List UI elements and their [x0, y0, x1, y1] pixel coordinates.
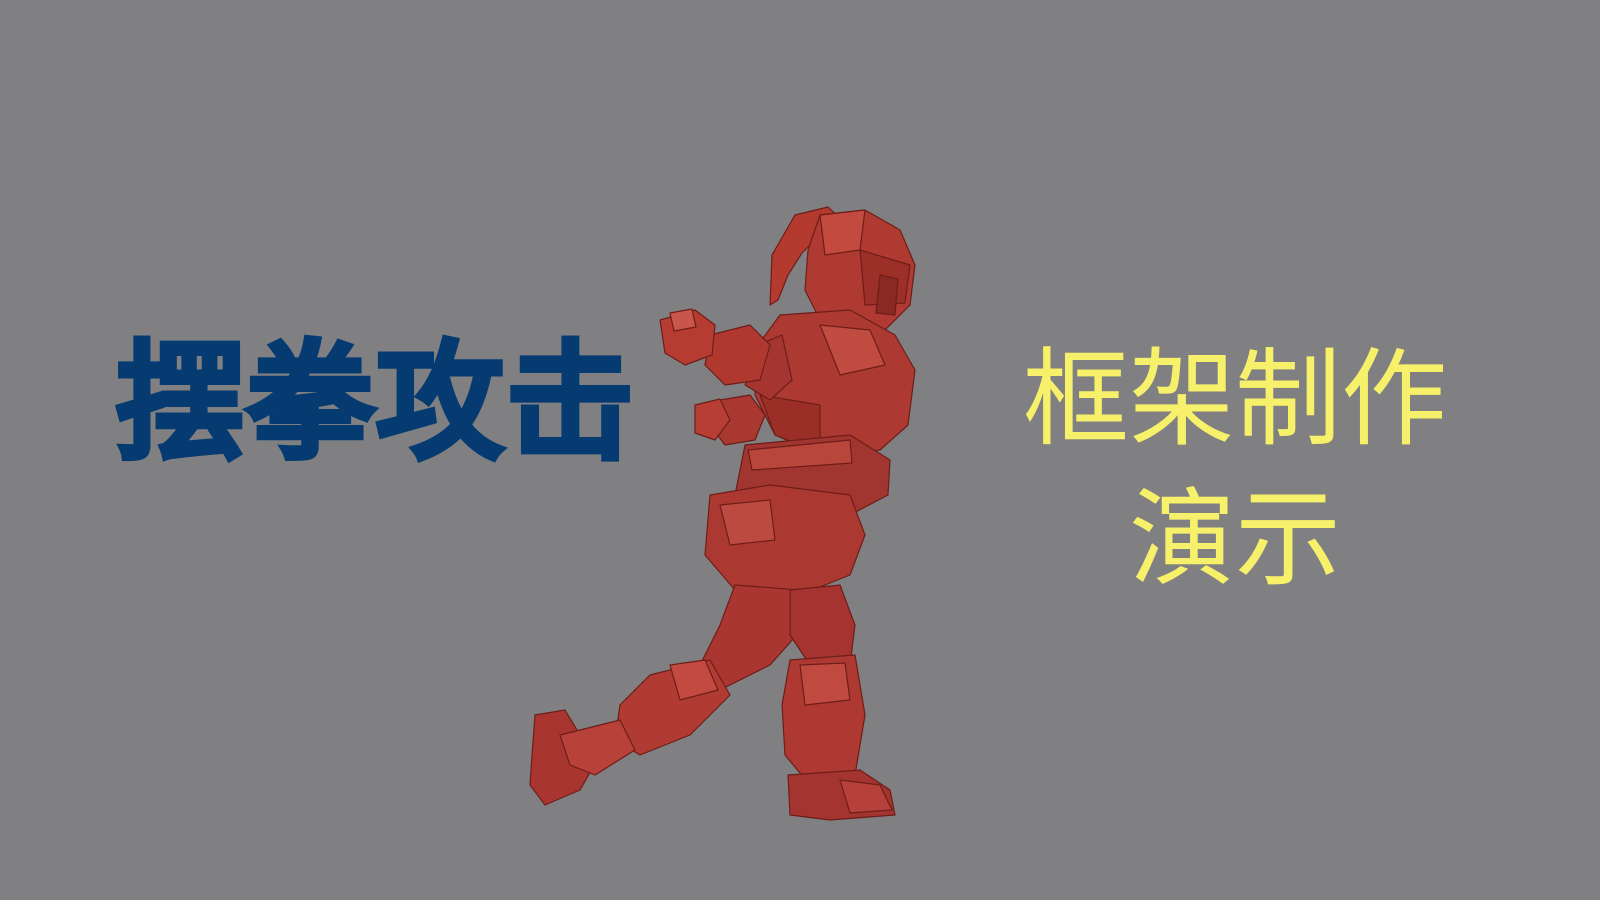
- demo-title-line-2: 演示: [1129, 477, 1341, 601]
- demo-title-line-1: 框架制作: [1023, 338, 1447, 461]
- demo-title: 框架制作 演示: [1000, 330, 1470, 610]
- attack-title: 摆拳攻击: [114, 329, 637, 478]
- lowpoly-character-figure: [529, 206, 916, 821]
